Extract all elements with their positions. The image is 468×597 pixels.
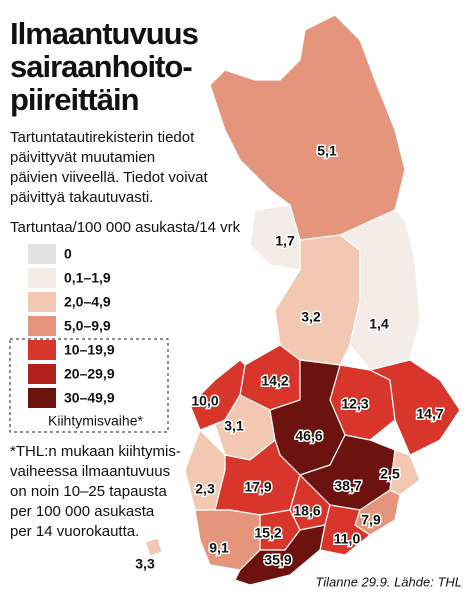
- legend-swatch: [28, 340, 56, 360]
- description-line: päivittyvät muutamien: [10, 149, 155, 166]
- region: [389, 449, 421, 496]
- legend-swatch: [28, 316, 56, 336]
- legend-label: 0,1–1,9: [64, 270, 111, 286]
- legend-label: 20–29,9: [64, 366, 115, 382]
- region-value: 18,6: [293, 503, 320, 519]
- footnote-line: per 100 000 asukasta: [10, 503, 155, 520]
- region-value: 2,5: [380, 466, 400, 482]
- region-value: 3,3: [135, 556, 155, 572]
- region: [144, 537, 163, 557]
- region-value: 3,2: [301, 309, 321, 325]
- region-value: 14,7: [416, 406, 443, 422]
- region-value: 1,4: [369, 316, 389, 332]
- legend-title: Tartuntaa/100 000 asukasta/14 vrk: [10, 219, 241, 236]
- title-line: Ilmaantuvuus: [10, 16, 198, 51]
- region-value: 1,7: [275, 233, 295, 249]
- legend-label: 10–19,9: [64, 342, 115, 358]
- region-value: 12,3: [341, 396, 368, 412]
- region-value: 2,3: [195, 481, 215, 497]
- region-value: 10,0: [191, 393, 218, 409]
- region: [209, 14, 406, 241]
- region-value: 17,9: [244, 479, 271, 495]
- legend-highlight-box: [9, 338, 169, 433]
- legend-label: 0: [64, 246, 72, 262]
- region: [234, 524, 326, 586]
- region-value: 38,7: [334, 478, 361, 494]
- legend-swatch: [28, 388, 56, 408]
- region: [189, 359, 246, 431]
- region: [368, 359, 461, 456]
- region: [319, 504, 372, 556]
- legend-swatch: [28, 244, 56, 264]
- legend-swatch: [28, 364, 56, 384]
- region-value: 15,2: [254, 525, 281, 541]
- legend-label: 30–49,9: [64, 390, 115, 406]
- footnote-line: per 14 vuorokautta.: [10, 523, 139, 540]
- title-line: piireittäin: [10, 82, 139, 117]
- description-line: päivittyä takautuvasti.: [10, 189, 153, 206]
- region-value: 46,6: [295, 428, 322, 444]
- region-value: 14,2: [261, 373, 288, 389]
- region-value: 9,1: [209, 540, 229, 556]
- region-value: 7,9: [361, 512, 381, 528]
- title-line: sairaanhoito-: [10, 49, 192, 84]
- source: Tilanne 29.9. Lähde: THL: [315, 574, 462, 589]
- legend-label: 5,0–9,9: [64, 318, 111, 334]
- region-value: 11,0: [334, 531, 361, 547]
- description-line: Tartuntatautirekisterin tiedot: [10, 129, 195, 146]
- description-line: päivien viiveellä. Tiedot voivat: [10, 169, 208, 186]
- region-value: 35,9: [264, 552, 291, 568]
- legend-swatch: [28, 292, 56, 312]
- legend-label: 2,0–4,9: [64, 294, 111, 310]
- footnote-line: *THL:n mukaan kiihtymis-: [10, 443, 181, 460]
- region-value: 5,1: [317, 143, 337, 159]
- footnote-line: vaiheessa ilmaantuvuus: [10, 463, 170, 480]
- legend-swatch: [28, 268, 56, 288]
- legend-note: Kiihtymisvaihe*: [48, 413, 143, 429]
- region-value: 3,1: [224, 418, 244, 434]
- footnote-line: on noin 10–25 tapausta: [10, 483, 167, 500]
